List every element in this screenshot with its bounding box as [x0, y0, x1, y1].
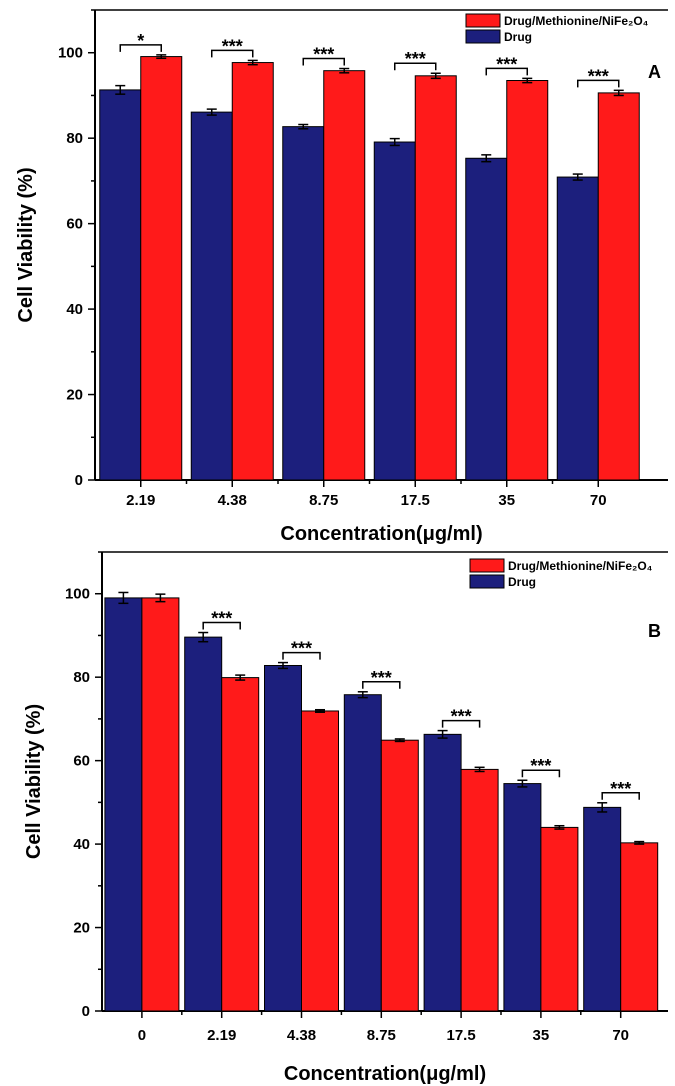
legend-label: Drug/Methionine/NiFe₂O₄ [508, 559, 653, 573]
bar [465, 157, 508, 481]
bar [104, 597, 143, 1012]
significance-marker: *** [371, 668, 392, 688]
y-tick-label: 20 [66, 387, 83, 404]
x-tick-label: 0 [138, 1027, 146, 1044]
bar [597, 92, 640, 481]
y-tick-label: 100 [65, 586, 90, 603]
y-tick-label: 80 [73, 669, 90, 686]
significance-bracket [441, 719, 481, 728]
significance-marker: *** [610, 779, 631, 799]
panel-label: A [648, 62, 661, 82]
legend-swatch [465, 13, 501, 28]
x-tick-label: 4.38 [218, 492, 247, 509]
bar [620, 842, 659, 1012]
bar [503, 783, 542, 1012]
bar [184, 636, 223, 1012]
bar [556, 176, 599, 481]
x-tick-label: 2.19 [207, 1027, 236, 1044]
bar [140, 56, 183, 481]
x-axis-title: Concentration(μg/ml) [280, 523, 482, 545]
bar [99, 89, 142, 481]
legend-label: Drug/Methionine/NiFe₂O₄ [504, 14, 649, 28]
y-tick-label: 40 [66, 301, 83, 318]
bar [506, 80, 549, 481]
legend-swatch [469, 574, 505, 589]
significance-marker: *** [588, 66, 609, 86]
bar [460, 768, 499, 1012]
y-tick-label: 80 [66, 130, 83, 147]
bar [190, 111, 233, 481]
x-tick-label: 17.5 [401, 492, 430, 509]
bar [414, 75, 457, 481]
bar [221, 677, 260, 1012]
chart-panel-a: 0 20 40 60 80 100 2.19 * 4.38 *** 8.75 *** 17.5 *** 35… [15, 9, 668, 545]
significance-bracket [362, 681, 401, 689]
significance-marker: *** [291, 639, 312, 659]
x-tick-label: 2.19 [126, 492, 155, 509]
bar [423, 733, 462, 1012]
y-tick-label: 0 [75, 472, 83, 489]
significance-marker: *** [211, 609, 232, 629]
bar [301, 710, 339, 1012]
significance-bracket [211, 49, 254, 58]
bar [540, 826, 579, 1012]
significance-bracket [119, 44, 162, 52]
legend-label: Drug [504, 30, 532, 44]
significance-bracket [202, 621, 241, 630]
bar [323, 70, 366, 481]
bar [264, 664, 302, 1012]
y-tick-label: 0 [82, 1003, 90, 1020]
significance-bracket [394, 62, 437, 71]
y-axis-title: Cell Viability (%) [23, 704, 45, 859]
significance-bracket [282, 651, 321, 660]
chart-panel-b: 0 20 40 60 80 100 0 2.19 *** 4.38 *** 8.75 *** 17.5 **… [23, 551, 668, 1085]
y-tick-label: 100 [58, 45, 83, 62]
x-tick-label: 8.75 [309, 492, 338, 509]
y-tick-label: 60 [73, 753, 90, 770]
x-tick-label: 8.75 [367, 1027, 396, 1044]
y-axis-title: Cell Viability (%) [15, 167, 37, 322]
legend-swatch [465, 29, 501, 44]
significance-marker: *** [496, 54, 517, 74]
significance-bracket [521, 769, 561, 778]
significance-bracket [577, 79, 620, 88]
x-axis-title: Concentration(μg/ml) [284, 1063, 486, 1085]
x-tick-label: 4.38 [287, 1027, 316, 1044]
x-tick-label: 35 [533, 1027, 550, 1044]
x-tick-label: 70 [590, 492, 607, 509]
significance-marker: * [137, 31, 144, 51]
significance-marker: *** [313, 45, 334, 65]
y-tick-label: 60 [66, 216, 83, 233]
bar [282, 126, 325, 481]
panel-label: B [648, 621, 661, 641]
x-tick-label: 70 [612, 1027, 629, 1044]
significance-marker: *** [222, 36, 243, 56]
bar [583, 806, 622, 1012]
bar [380, 739, 419, 1012]
legend-swatch [469, 558, 505, 573]
bar [373, 141, 416, 481]
significance-marker: *** [451, 707, 472, 727]
bar [343, 694, 382, 1012]
legend-label: Drug [508, 575, 536, 589]
significance-marker: *** [530, 756, 551, 776]
significance-bracket [302, 57, 345, 66]
significance-marker: *** [405, 49, 426, 69]
significance-bracket [601, 792, 640, 800]
x-tick-label: 35 [498, 492, 515, 509]
y-tick-label: 40 [73, 836, 90, 853]
significance-bracket [485, 67, 528, 76]
y-tick-label: 20 [73, 920, 90, 937]
bar [231, 62, 274, 481]
bar [141, 597, 180, 1012]
x-tick-label: 17.5 [446, 1027, 475, 1044]
